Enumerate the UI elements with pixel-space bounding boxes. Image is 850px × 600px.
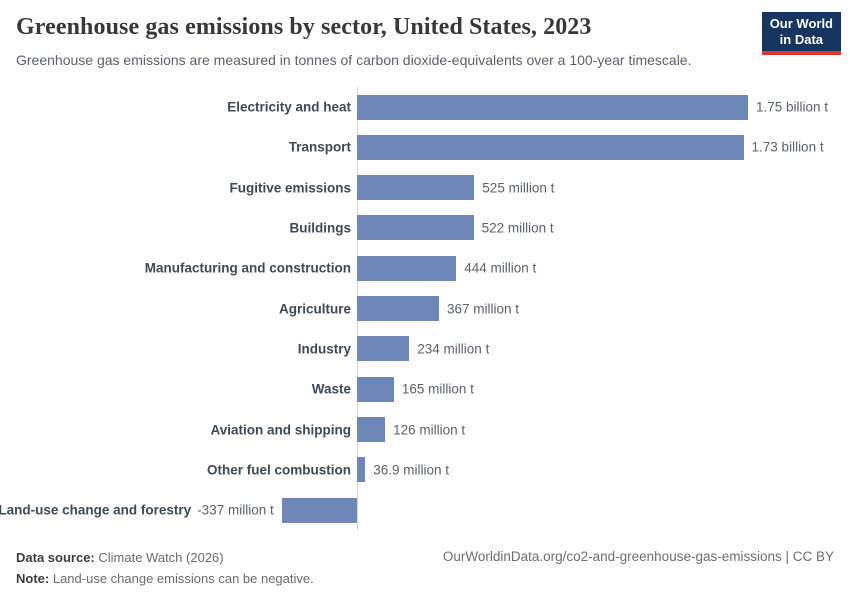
chart-row-manufacturing-and-construction: Manufacturing and construction 444 millio… [0, 248, 850, 288]
owid-logo[interactable]: Our World in Data [761, 12, 841, 55]
bar-transport[interactable] [357, 134, 744, 160]
bar-chart: Electricity and heat 1.75 billion t Transp… [0, 87, 850, 530]
negative-label-group-land-use-change-and-forestry: Land-use change and forestry -337 million… [0, 503, 274, 518]
category-label-industry: Industry [297, 341, 351, 357]
category-label-electricity-and-heat: Electricity and heat [227, 99, 351, 115]
chart-row-other-fuel-combustion: Other fuel combustion 36.9 million t [0, 450, 850, 490]
chart-row-transport: Transport 1.73 billion t [0, 127, 850, 167]
value-label-manufacturing-and-construction: 444 million t [464, 260, 537, 276]
bar-manufacturing-and-construction[interactable] [357, 255, 457, 281]
data-source-label: Data source: [16, 550, 95, 565]
chart-row-agriculture: Agriculture 367 million t [0, 289, 850, 329]
owid-logo-line1: Our World [769, 16, 833, 31]
value-label-other-fuel-combustion: 36.9 million t [373, 462, 450, 478]
chart-row-buildings: Buildings 522 million t [0, 208, 850, 248]
footer-left: Data source: Climate Watch (2026) Note: … [16, 547, 314, 589]
note-label: Note: [16, 571, 50, 586]
value-label-fugitive-emissions: 525 million t [482, 180, 555, 196]
bar-other-fuel-combustion[interactable] [357, 457, 366, 483]
chart-row-aviation-and-shipping: Aviation and shipping 126 million t [0, 409, 850, 449]
chart-subtitle: Greenhouse gas emissions are measured in… [16, 52, 692, 68]
footer-citation-link[interactable]: OurWorldinData.org/co2-and-greenhouse-ga… [442, 549, 834, 564]
value-label-buildings: 522 million t [481, 220, 554, 236]
note-line: Note: Land-use change emissions can be n… [16, 568, 314, 589]
value-label-electricity-and-heat: 1.75 billion t [756, 99, 829, 115]
bar-electricity-and-heat[interactable] [357, 94, 748, 120]
chart-row-industry: Industry 234 million t [0, 329, 850, 369]
bar-aviation-and-shipping[interactable] [357, 416, 386, 442]
category-label-land-use-change-and-forestry: Land-use change and forestry [0, 502, 192, 518]
bar-fugitive-emissions[interactable] [357, 175, 475, 201]
chart-row-waste: Waste 165 million t [0, 369, 850, 409]
value-label-agriculture: 367 million t [446, 301, 520, 317]
owid-logo-line2: in Data [779, 32, 824, 47]
data-source-line: Data source: Climate Watch (2026) [16, 547, 314, 568]
chart-row-land-use-change-and-forestry: Land-use change and forestry -337 million… [0, 490, 850, 530]
chart-row-electricity-and-heat: Electricity and heat 1.75 billion t [0, 87, 850, 127]
value-label-land-use-change-and-forestry: -337 million t [197, 502, 274, 518]
note-value: Land-use change emissions can be negativ… [52, 571, 314, 586]
bar-industry[interactable] [357, 336, 410, 362]
category-label-fugitive-emissions: Fugitive emissions [229, 180, 351, 196]
value-label-industry: 234 million t [417, 341, 490, 357]
bar-agriculture[interactable] [357, 296, 439, 322]
category-label-waste: Waste [311, 381, 351, 397]
value-label-transport: 1.73 billion t [751, 139, 824, 155]
value-label-aviation-and-shipping: 126 million t [393, 422, 466, 438]
category-label-buildings: Buildings [289, 220, 352, 236]
bar-land-use-change-and-forestry[interactable] [281, 497, 357, 523]
category-label-other-fuel-combustion: Other fuel combustion [206, 462, 351, 478]
category-label-aviation-and-shipping: Aviation and shipping [210, 422, 352, 438]
data-source-value: Climate Watch (2026) [98, 550, 224, 565]
bar-buildings[interactable] [357, 215, 474, 241]
value-label-waste: 165 million t [401, 381, 474, 397]
category-label-transport: Transport [288, 139, 351, 155]
category-label-agriculture: Agriculture [278, 301, 351, 317]
chart-title: Greenhouse gas emissions by sector, Unit… [16, 14, 592, 40]
chart-row-fugitive-emissions: Fugitive emissions 525 million t [0, 168, 850, 208]
bar-waste[interactable] [357, 376, 394, 402]
category-label-manufacturing-and-construction: Manufacturing and construction [144, 260, 351, 276]
